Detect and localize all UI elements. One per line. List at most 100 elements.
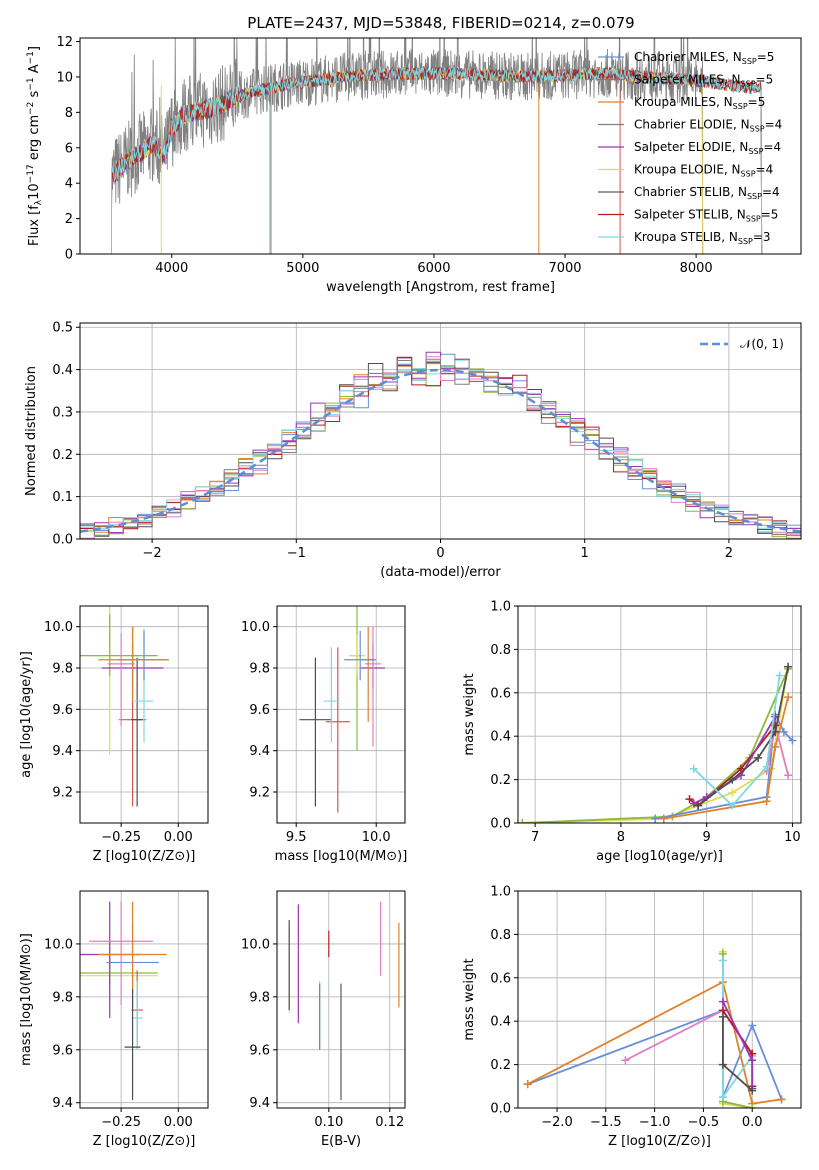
- weight-marker: [718, 1060, 727, 1069]
- y-tick-label: 9.6: [249, 703, 270, 718]
- y-tick-label: 0.2: [490, 773, 511, 788]
- weight-marker: [621, 1056, 630, 1065]
- y-tick-label: 0: [65, 248, 73, 263]
- weight-marker: [718, 956, 727, 965]
- y-tick-label: 0.0: [52, 533, 73, 548]
- axes-frame: [79, 37, 802, 255]
- weight-marker: [748, 1086, 757, 1095]
- x-tick-label: −0.25: [101, 1115, 141, 1130]
- weight-marker: [784, 662, 793, 671]
- weight-marker: [788, 736, 797, 745]
- axes-frame: [79, 605, 209, 824]
- panel-spectrum: 4000 5000 6000 7000 8000 0 2 4 6 8 10 12 wavelength …: [26, 35, 802, 295]
- weight-marker: [523, 1080, 532, 1089]
- plot-area: [518, 662, 797, 823]
- y-tick-label: 10: [56, 70, 73, 85]
- legend-label: Chabrier ELODIE, NSSP=4: [634, 118, 782, 134]
- y-tick-label: 8: [65, 106, 73, 121]
- x-tick-label: 0.12: [375, 1115, 404, 1130]
- y-tick-label: 0.4: [490, 1015, 511, 1030]
- x-tick-label: 10: [784, 830, 801, 845]
- x-axis-label: Z [log10(Z/Z⊙)]: [608, 1134, 711, 1149]
- axes-frame: [517, 605, 802, 824]
- legend-label: Salpeter ELODIE, NSSP=4: [634, 140, 781, 156]
- x-tick-label: 0.0: [742, 1115, 763, 1130]
- weight-marker: [689, 764, 698, 773]
- y-axis-label: Flux [fλ10−17 erg cm−2 s−1 A−1]: [26, 46, 44, 246]
- plot-area: [288, 901, 400, 1101]
- plot-area: [80, 351, 801, 539]
- y-tick-label: 0.8: [490, 928, 511, 943]
- weight-line: [722, 1016, 753, 1092]
- weight-marker: [784, 771, 793, 780]
- y-tick-label: 0.6: [490, 971, 511, 986]
- weight-marker: [762, 762, 771, 771]
- x-axis-label: E(B-V): [321, 1134, 361, 1149]
- y-axis-label: mass [log10(M/M⊙)]: [19, 933, 34, 1066]
- weight-marker: [779, 727, 788, 736]
- y-tick-label: 0.1: [52, 490, 73, 505]
- weight-line: [522, 666, 789, 823]
- x-axis-label: mass [log10(M/M⊙)]: [275, 849, 408, 864]
- y-axis-label: Normed distribution: [24, 366, 39, 496]
- weight-marker: [685, 795, 694, 804]
- weight-marker: [748, 1056, 757, 1065]
- panel-age_vs_Z: −0.25 0.00 9.2 9.4 9.6 9.8 10.0 Z [log10(Z/Z⊙)]…: [19, 605, 209, 864]
- y-tick-label: 0.0: [490, 817, 511, 832]
- y-axis-label: mass weight: [462, 673, 477, 755]
- panel-mass_weight_vs_age: 7 8 9 10 0.0 0.2 0.4 0.6 0.8 1.0 age [log10(age/yr…: [462, 600, 802, 864]
- x-tick-label: 5000: [286, 261, 319, 276]
- x-tick-label: 0: [436, 546, 444, 561]
- axes-frame: [517, 890, 802, 1109]
- x-tick-label: 6000: [417, 261, 450, 276]
- weight-line: [527, 980, 782, 1105]
- y-tick-label: 1.0: [490, 885, 511, 900]
- panel-mass_vs_ebv: 0.10 0.12 9.4 9.6 9.8 10.0 E(B-V): [241, 890, 406, 1149]
- y-tick-label: 9.8: [52, 990, 73, 1005]
- y-tick-label: 9.2: [249, 786, 270, 801]
- axes-frame: [79, 322, 802, 540]
- y-tick-label: 0.3: [52, 405, 73, 420]
- x-tick-label: −1: [287, 546, 306, 561]
- y-tick-label: 9.8: [249, 662, 270, 677]
- weight-marker: [718, 1012, 727, 1021]
- x-tick-label: −2: [143, 546, 162, 561]
- weight-marker: [689, 799, 698, 808]
- x-tick-label: −1.5: [590, 1115, 622, 1130]
- y-tick-label: 0.0: [490, 1102, 511, 1117]
- weight-marker: [771, 727, 780, 736]
- panel-mass_weight_vs_Z: −2.0 −1.5 −1.0 −0.5 0.0 0.0 0.2 0.4 0.6 0.8 1.0 Z […: [462, 885, 802, 1149]
- legend-label: Kroupa STELIB, NSSP=3: [634, 230, 771, 246]
- panel-age_vs_mass: 9.5 10.0 9.2 9.4 9.6 9.8 10.0 mass [log10(M/M⊙)…: [241, 605, 408, 864]
- weight-marker: [728, 801, 737, 810]
- weight-line: [693, 675, 781, 807]
- axes-frame: [276, 605, 406, 824]
- x-tick-label: 2: [725, 546, 733, 561]
- x-tick-label: −1.0: [639, 1115, 671, 1130]
- y-tick-label: 0.2: [490, 1058, 511, 1073]
- y-tick-label: 9.6: [52, 703, 73, 718]
- y-tick-label: 1.0: [490, 600, 511, 615]
- spectrum-line: [111, 66, 763, 254]
- weight-marker: [777, 1095, 786, 1104]
- y-tick-label: 9.4: [249, 744, 270, 759]
- plot-area: [80, 901, 167, 1101]
- y-tick-label: 9.4: [52, 1096, 73, 1111]
- weight-marker: [775, 671, 784, 680]
- y-tick-label: 9.2: [52, 786, 73, 801]
- y-tick-label: 9.6: [52, 1043, 73, 1058]
- weight-marker: [762, 797, 771, 806]
- panel-mass_vs_Z: −0.25 0.00 9.4 9.6 9.8 10.0 Z [log10(Z/Z⊙)] mas…: [19, 890, 209, 1149]
- legend-label: Kroupa MILES, NSSP=5: [634, 95, 765, 111]
- y-tick-label: 4: [65, 177, 73, 192]
- legend-label: 𝒩(0, 1): [740, 337, 784, 351]
- weight-marker: [784, 693, 793, 702]
- y-tick-label: 9.6: [249, 1043, 270, 1058]
- legend-label: Chabrier STELIB, NSSP=4: [634, 185, 780, 201]
- x-tick-label: 7000: [548, 261, 581, 276]
- x-tick-label: −0.25: [101, 830, 141, 845]
- x-tick-label: −0.5: [688, 1115, 720, 1130]
- legend-label: Salpeter STELIB, NSSP=5: [634, 208, 778, 224]
- weight-line: [624, 1009, 753, 1062]
